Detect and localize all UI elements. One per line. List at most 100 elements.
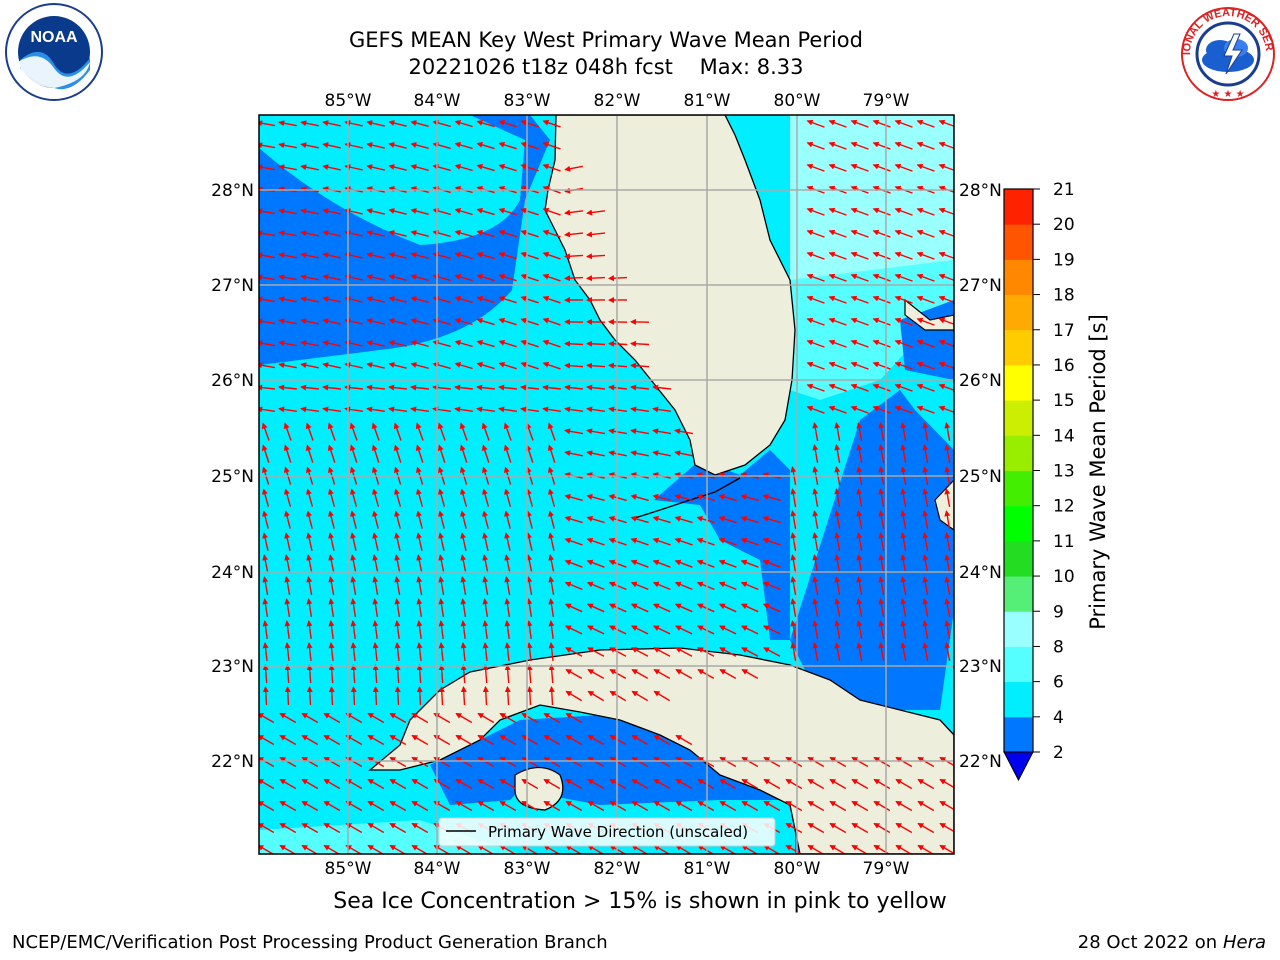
wave-arrow bbox=[278, 340, 297, 347]
wave-arrow bbox=[526, 642, 533, 661]
wave-arrow bbox=[432, 230, 451, 238]
wave-arrow bbox=[812, 532, 819, 552]
wave-arrow bbox=[674, 515, 693, 524]
wave-arrow bbox=[498, 163, 517, 172]
wave-arrow bbox=[872, 163, 891, 172]
wave-arrow bbox=[916, 405, 935, 414]
wave-arrow bbox=[284, 686, 291, 706]
wave-arrow bbox=[278, 318, 297, 325]
wave-arrow bbox=[548, 510, 555, 529]
wave-arrow bbox=[259, 230, 276, 237]
wave-arrow bbox=[630, 537, 649, 546]
wave-arrow bbox=[718, 537, 737, 546]
lat-label-right: 23°N bbox=[959, 657, 1002, 677]
wave-arrow bbox=[410, 142, 429, 149]
wave-arrow bbox=[499, 844, 517, 854]
wave-arrow bbox=[482, 620, 489, 639]
wave-arrow bbox=[476, 339, 495, 348]
wave-arrow bbox=[323, 822, 341, 834]
wave-arrow bbox=[696, 537, 715, 546]
wave-arrow bbox=[259, 384, 275, 391]
wave-arrow bbox=[894, 405, 913, 414]
wave-arrow bbox=[455, 778, 473, 790]
lon-label-bottom: 80°W bbox=[774, 859, 821, 879]
wave-arrow bbox=[916, 251, 935, 260]
wave-arrow bbox=[306, 620, 313, 639]
wave-arrow bbox=[366, 318, 385, 325]
wave-arrow bbox=[262, 554, 269, 573]
wave-arrow bbox=[652, 494, 671, 502]
wave-arrow bbox=[498, 141, 517, 150]
wave-arrow bbox=[806, 141, 825, 150]
wave-arrow bbox=[350, 686, 357, 706]
wave-arrow bbox=[393, 422, 402, 441]
wave-arrow bbox=[283, 422, 292, 441]
wave-arrow bbox=[564, 515, 583, 524]
wave-arrow bbox=[894, 163, 913, 172]
wave-arrow bbox=[608, 450, 627, 457]
wave-arrow bbox=[454, 164, 473, 172]
wave-arrow bbox=[388, 142, 407, 149]
wave-arrow bbox=[432, 340, 451, 348]
wave-arrow bbox=[587, 734, 605, 746]
wave-arrow bbox=[520, 295, 539, 304]
wave-arrow bbox=[388, 362, 407, 369]
colorbar-tick-label: 11 bbox=[1053, 532, 1075, 552]
wave-arrow bbox=[564, 275, 584, 282]
wave-arrow bbox=[300, 296, 319, 303]
wave-arrow bbox=[388, 274, 407, 281]
wave-arrow bbox=[718, 603, 737, 613]
wave-arrow bbox=[806, 361, 825, 370]
wave-arrow bbox=[372, 510, 379, 529]
wave-arrow bbox=[565, 778, 583, 790]
wave-arrow bbox=[323, 734, 341, 746]
wave-arrow bbox=[394, 642, 401, 661]
wave-arrow bbox=[894, 383, 913, 392]
wave-arrow bbox=[520, 339, 539, 348]
wave-arrow bbox=[284, 554, 291, 573]
wave-arrow bbox=[922, 532, 929, 552]
wave-arrow bbox=[259, 318, 276, 325]
wave-arrow bbox=[586, 537, 605, 546]
wave-arrow bbox=[806, 229, 825, 238]
wave-arrow bbox=[284, 576, 291, 596]
wave-arrow bbox=[300, 318, 319, 325]
wave-arrow bbox=[873, 756, 891, 768]
wave-arrow bbox=[944, 642, 951, 662]
wave-arrow bbox=[900, 620, 907, 640]
wave-arrow bbox=[807, 800, 825, 812]
wave-arrow bbox=[323, 844, 341, 854]
wave-arrow bbox=[652, 559, 671, 568]
wave-arrow bbox=[300, 406, 320, 413]
wave-arrow bbox=[586, 625, 605, 635]
colorbar-bin bbox=[1004, 540, 1033, 577]
wave-arrow bbox=[565, 844, 583, 854]
wave-arrow bbox=[306, 488, 314, 507]
colorbar-tick-label: 8 bbox=[1053, 637, 1064, 657]
lat-label-right: 28°N bbox=[959, 181, 1002, 201]
wave-arrow bbox=[850, 317, 869, 326]
wave-arrow bbox=[542, 273, 561, 282]
wave-arrow bbox=[851, 778, 869, 790]
wave-arrow bbox=[878, 488, 885, 508]
wave-arrow bbox=[944, 444, 951, 464]
lon-label-bottom: 84°W bbox=[414, 859, 461, 879]
wave-arrow bbox=[259, 713, 275, 724]
wave-arrow bbox=[372, 532, 379, 551]
wave-arrow bbox=[279, 800, 297, 812]
wave-arrow bbox=[322, 406, 342, 413]
wave-arrow bbox=[762, 581, 781, 591]
wave-arrow bbox=[718, 559, 737, 568]
wave-arrow bbox=[917, 844, 935, 854]
wave-arrow bbox=[454, 142, 473, 150]
wave-arrow bbox=[526, 510, 533, 529]
wave-arrow bbox=[345, 778, 363, 790]
colorbar-tick-label: 9 bbox=[1053, 602, 1064, 622]
wave-arrow bbox=[834, 422, 841, 442]
wave-arrow bbox=[432, 296, 451, 304]
wave-arrow bbox=[806, 119, 825, 128]
wave-arrow bbox=[259, 823, 275, 834]
wave-arrow bbox=[696, 494, 715, 502]
wave-arrow bbox=[718, 494, 737, 502]
wave-arrow bbox=[608, 406, 628, 413]
